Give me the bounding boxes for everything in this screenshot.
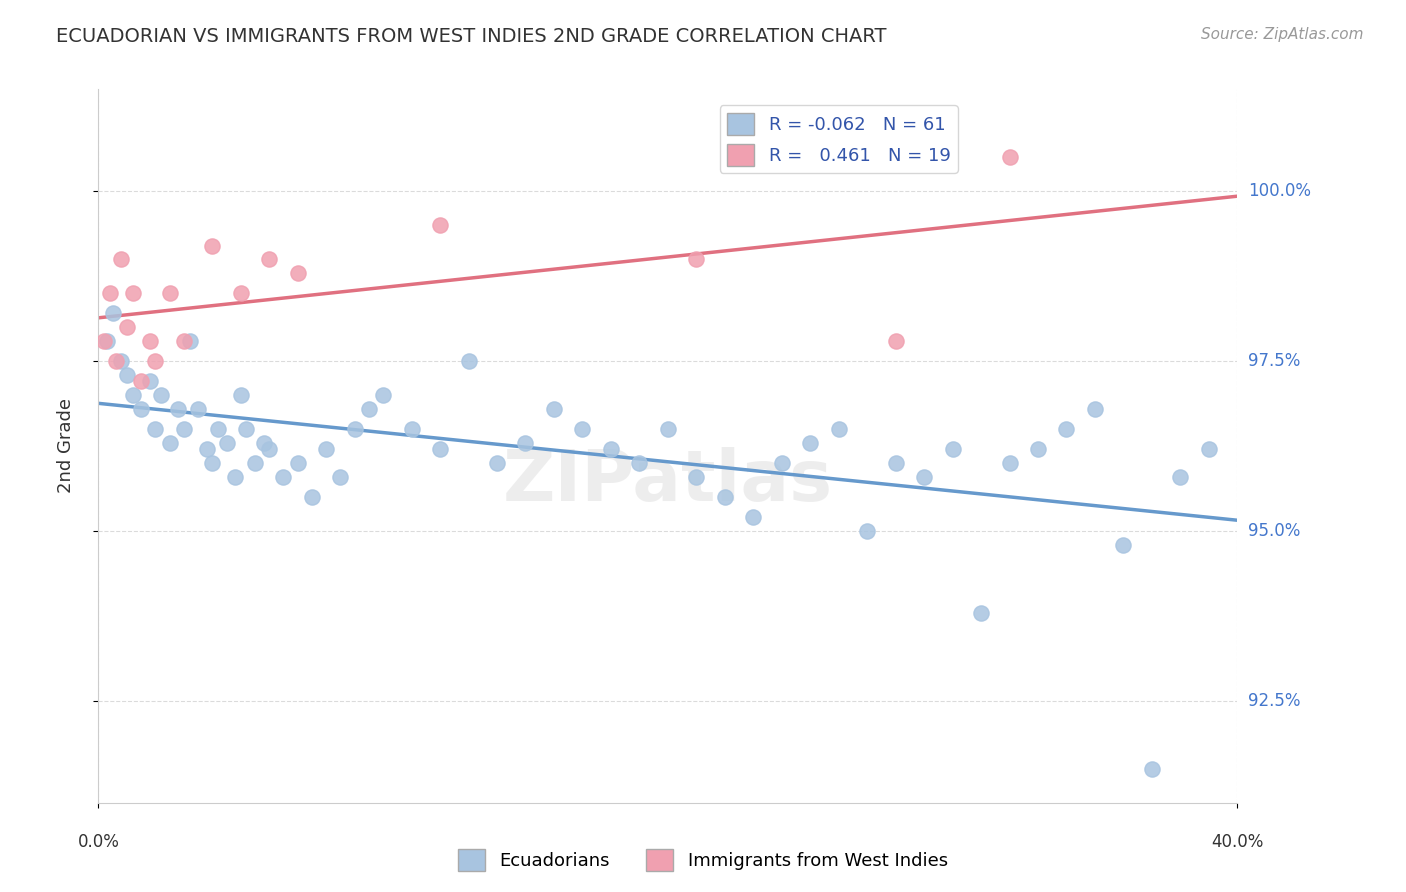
Point xyxy=(1198,442,1220,457)
Point xyxy=(799,435,821,450)
Point xyxy=(145,354,167,368)
Point xyxy=(129,375,152,389)
Point xyxy=(515,435,537,450)
Point xyxy=(229,286,252,301)
Point xyxy=(742,510,765,524)
Point xyxy=(252,435,274,450)
Point xyxy=(343,422,366,436)
Point xyxy=(1140,762,1163,776)
Point xyxy=(96,334,118,348)
Point xyxy=(115,368,138,382)
Point xyxy=(329,469,352,483)
Text: 92.5%: 92.5% xyxy=(1249,692,1301,710)
Legend: R = -0.062   N = 61, R =   0.461   N = 19: R = -0.062 N = 61, R = 0.461 N = 19 xyxy=(720,105,957,173)
Point xyxy=(173,422,195,436)
Point xyxy=(150,388,173,402)
Point xyxy=(138,334,160,348)
Point xyxy=(770,456,793,470)
Point xyxy=(101,306,124,320)
Point xyxy=(145,422,167,436)
Point xyxy=(224,469,246,483)
Point xyxy=(429,218,451,232)
Point xyxy=(287,456,309,470)
Point xyxy=(195,442,218,457)
Point xyxy=(301,490,323,504)
Point xyxy=(628,456,651,470)
Y-axis label: 2nd Grade: 2nd Grade xyxy=(56,399,75,493)
Point xyxy=(685,252,707,266)
Point xyxy=(179,334,201,348)
Point xyxy=(1026,442,1049,457)
Text: ZIPatlas: ZIPatlas xyxy=(503,447,832,516)
Point xyxy=(187,401,209,416)
Point xyxy=(129,401,152,416)
Point xyxy=(273,469,295,483)
Point xyxy=(243,456,266,470)
Text: 100.0%: 100.0% xyxy=(1249,182,1312,200)
Point xyxy=(884,456,907,470)
Point xyxy=(828,422,851,436)
Point xyxy=(207,422,229,436)
Point xyxy=(215,435,238,450)
Point xyxy=(357,401,380,416)
Point xyxy=(229,388,252,402)
Point xyxy=(998,456,1021,470)
Point xyxy=(159,286,181,301)
Point xyxy=(235,422,257,436)
Point xyxy=(486,456,509,470)
Point xyxy=(1084,401,1107,416)
Point xyxy=(1056,422,1078,436)
Point xyxy=(98,286,121,301)
Point xyxy=(856,524,879,538)
Point xyxy=(121,286,143,301)
Point xyxy=(429,442,451,457)
Point xyxy=(138,375,160,389)
Point xyxy=(110,354,132,368)
Point xyxy=(104,354,127,368)
Point xyxy=(110,252,132,266)
Point xyxy=(1112,537,1135,551)
Point xyxy=(371,388,394,402)
Point xyxy=(115,320,138,334)
Point xyxy=(259,252,281,266)
Text: ECUADORIAN VS IMMIGRANTS FROM WEST INDIES 2ND GRADE CORRELATION CHART: ECUADORIAN VS IMMIGRANTS FROM WEST INDIE… xyxy=(56,27,887,45)
Point xyxy=(714,490,737,504)
Point xyxy=(998,150,1021,164)
Point xyxy=(571,422,593,436)
Point xyxy=(401,422,423,436)
Point xyxy=(121,388,143,402)
Point xyxy=(912,469,935,483)
Point xyxy=(173,334,195,348)
Point xyxy=(942,442,965,457)
Text: 95.0%: 95.0% xyxy=(1249,522,1301,540)
Point xyxy=(600,442,623,457)
Point xyxy=(201,456,224,470)
Point xyxy=(884,334,907,348)
Point xyxy=(970,606,993,620)
Point xyxy=(543,401,565,416)
Text: 0.0%: 0.0% xyxy=(77,833,120,851)
Point xyxy=(93,334,115,348)
Text: 97.5%: 97.5% xyxy=(1249,352,1301,370)
Point xyxy=(167,401,190,416)
Legend: Ecuadorians, Immigrants from West Indies: Ecuadorians, Immigrants from West Indies xyxy=(451,842,955,879)
Point xyxy=(657,422,679,436)
Point xyxy=(287,266,309,280)
Point xyxy=(315,442,337,457)
Point xyxy=(201,238,224,252)
Point xyxy=(457,354,479,368)
Point xyxy=(1170,469,1192,483)
Point xyxy=(159,435,181,450)
Point xyxy=(685,469,707,483)
Text: Source: ZipAtlas.com: Source: ZipAtlas.com xyxy=(1201,27,1364,42)
Text: 40.0%: 40.0% xyxy=(1211,833,1264,851)
Point xyxy=(259,442,281,457)
